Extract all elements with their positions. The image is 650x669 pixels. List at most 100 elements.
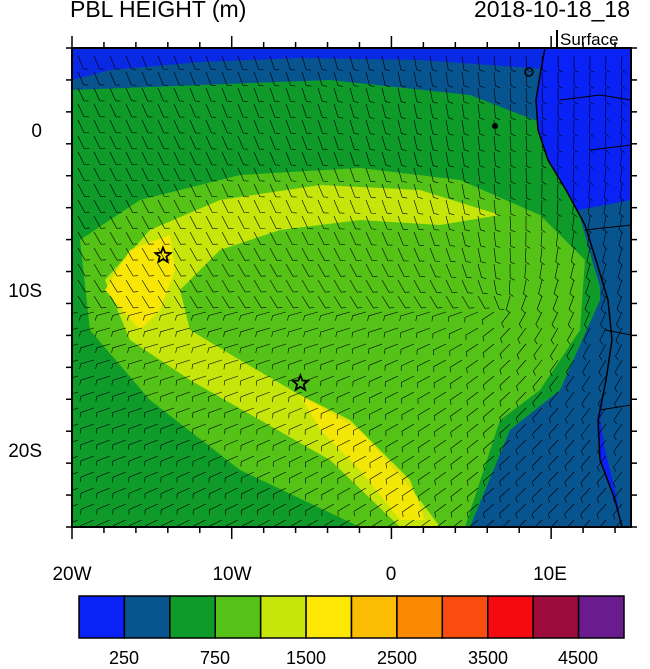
wind-barb bbox=[173, 215, 186, 229]
wind-barb bbox=[604, 167, 609, 185]
wind-barb bbox=[141, 231, 154, 245]
wind-barb bbox=[224, 455, 239, 467]
wind-barb bbox=[402, 487, 415, 501]
wind-barbs bbox=[72, 55, 626, 527]
wind-barb bbox=[351, 343, 367, 354]
wind-barb bbox=[431, 311, 447, 322]
wind-barb bbox=[349, 151, 360, 167]
wind-barb bbox=[597, 423, 607, 440]
wind-barb bbox=[144, 487, 159, 499]
wind-barb bbox=[72, 439, 79, 443]
wind-barb bbox=[111, 343, 127, 353]
wind-barb bbox=[532, 391, 543, 408]
wind-barb bbox=[72, 311, 79, 314]
wind-barb bbox=[240, 455, 255, 467]
wind-barb bbox=[557, 151, 563, 169]
wind-barb bbox=[301, 263, 314, 277]
wind-barb bbox=[603, 199, 609, 218]
wind-barb bbox=[365, 183, 376, 199]
wind-barb bbox=[303, 327, 319, 338]
wind-barb bbox=[531, 487, 543, 503]
wind-barb bbox=[549, 375, 559, 392]
wind-barb bbox=[317, 279, 331, 293]
wind-barb bbox=[189, 87, 201, 102]
wind-barb bbox=[176, 519, 191, 527]
wind-barb bbox=[221, 167, 233, 182]
wind-barb bbox=[93, 119, 105, 134]
wind-barb bbox=[272, 375, 287, 386]
wind-barb bbox=[515, 455, 527, 471]
wind-barb bbox=[221, 279, 235, 293]
wind-barb bbox=[413, 215, 424, 231]
wind-barb bbox=[385, 503, 399, 517]
wind-barb bbox=[273, 487, 287, 500]
wind-barb bbox=[365, 199, 377, 214]
wind-barb bbox=[541, 183, 547, 201]
wind-barb bbox=[493, 103, 501, 120]
wind-barb bbox=[557, 55, 563, 73]
wind-barb bbox=[500, 327, 511, 344]
colorbar-swatch bbox=[305, 595, 353, 639]
wind-barb bbox=[564, 503, 575, 520]
wind-barb bbox=[240, 391, 255, 402]
wind-barb bbox=[429, 295, 443, 309]
level-label: Surface bbox=[556, 30, 619, 49]
wind-barb bbox=[572, 167, 578, 185]
wind-barb bbox=[397, 167, 407, 183]
wind-barb bbox=[208, 503, 223, 515]
wind-barb bbox=[93, 71, 105, 86]
wind-barb bbox=[434, 503, 447, 518]
wind-barb bbox=[271, 343, 287, 354]
wind-barb bbox=[616, 295, 623, 314]
wind-barb bbox=[352, 359, 367, 371]
wind-barb bbox=[499, 471, 511, 487]
wind-barb bbox=[521, 295, 527, 314]
wind-barb bbox=[337, 471, 351, 484]
wind-barb bbox=[509, 167, 516, 185]
wind-barb bbox=[616, 311, 623, 329]
wind-barb bbox=[385, 391, 399, 404]
wind-barb bbox=[541, 199, 547, 217]
wind-barb bbox=[586, 247, 591, 266]
wind-barb bbox=[272, 407, 287, 419]
wind-barb bbox=[176, 471, 191, 483]
wind-barb bbox=[175, 359, 191, 370]
wind-barb bbox=[433, 407, 447, 421]
wind-barb bbox=[157, 199, 170, 213]
wind-barb bbox=[483, 471, 495, 487]
wind-barb bbox=[349, 119, 360, 135]
wind-barb bbox=[285, 199, 297, 214]
wind-barb bbox=[72, 503, 79, 507]
wind-barb bbox=[109, 151, 122, 165]
wind-barb bbox=[125, 215, 138, 229]
wind-barb bbox=[415, 311, 431, 322]
wind-barb bbox=[72, 343, 79, 347]
wind-barb bbox=[499, 455, 511, 471]
wind-barb bbox=[381, 199, 392, 214]
wind-barb bbox=[385, 471, 399, 485]
wind-barb bbox=[192, 503, 207, 515]
wind-barb bbox=[353, 439, 367, 452]
wind-barb bbox=[466, 375, 479, 390]
star-icon bbox=[290, 372, 311, 392]
wind-barb bbox=[269, 135, 281, 150]
wind-barb bbox=[93, 87, 105, 102]
wind-barb bbox=[127, 327, 143, 337]
wind-barb bbox=[588, 151, 594, 169]
wind-barb bbox=[317, 231, 330, 245]
wind-barb bbox=[173, 183, 186, 197]
wind-barb bbox=[515, 391, 527, 407]
wind-barb bbox=[581, 407, 591, 424]
wind-barb bbox=[352, 391, 367, 403]
wind-barb bbox=[335, 311, 351, 321]
wind-barb bbox=[525, 231, 531, 249]
wind-barb bbox=[381, 151, 392, 167]
wind-barb bbox=[256, 455, 271, 467]
wind-barb bbox=[413, 231, 424, 246]
wind-barb bbox=[365, 103, 375, 119]
wind-barb bbox=[618, 215, 624, 234]
star-icon bbox=[153, 245, 173, 264]
wind-barb bbox=[604, 135, 610, 153]
wind-barb bbox=[157, 279, 171, 293]
wind-barb bbox=[349, 183, 361, 198]
